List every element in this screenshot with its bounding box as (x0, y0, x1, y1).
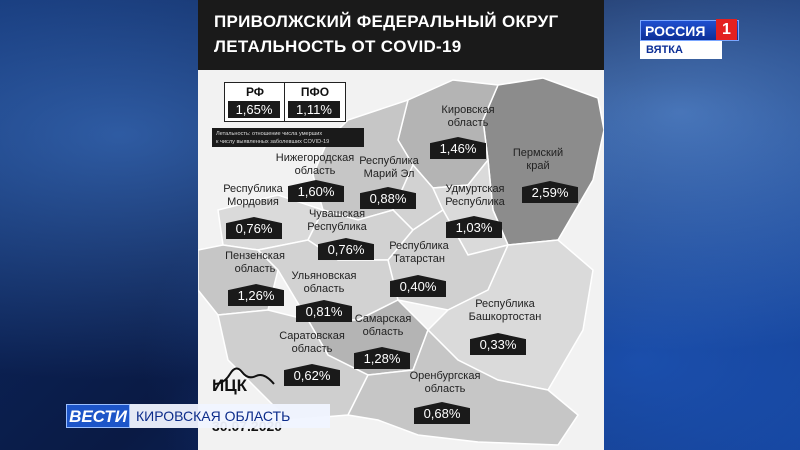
region-label: Саратовская область (279, 330, 345, 355)
infographic-header (198, 0, 604, 70)
rf-label: РФ (245, 85, 265, 99)
title-line-2: ЛЕТАЛЬНОСТЬ ОТ COVID-19 (214, 37, 462, 56)
region-label: Пермский край (512, 147, 564, 172)
region-label: Республика Башкортостан (468, 298, 542, 323)
pfo-value: 1,11% (288, 101, 340, 118)
region-label: Пензенская область (225, 250, 285, 275)
region-value-badge: 1,26% (228, 284, 284, 306)
region-label: Нижегородская область (275, 152, 355, 177)
rf-value: 1,65% (228, 101, 280, 118)
region-value-badge: 0,88% (360, 187, 416, 209)
pfo-label: ПФО (300, 85, 330, 99)
note-line-1: Летальность: отношение числа умерших (216, 131, 323, 137)
itsk-logo-text: ИЦК (212, 376, 248, 395)
region-label: Республика Мордовия (223, 183, 283, 208)
region-label: Кировская область (441, 104, 495, 129)
channel-region: ВЯТКА (640, 41, 722, 59)
region-label: Чувашская Республика (307, 208, 367, 233)
region-label: Самарская область (354, 313, 412, 338)
region-value-badge: 0,76% (226, 217, 282, 239)
region-value-badge: 0,40% (390, 275, 446, 297)
rf-stat-box: РФ 1,65% (224, 82, 286, 122)
itsk-logo-icon (213, 367, 275, 385)
itsk-logo: ИЦК (212, 362, 276, 407)
region-value-badge: 1,60% (288, 180, 344, 202)
region-label: Оренбургская область (409, 370, 481, 395)
title-line-1: ПРИВОЛЖСКИЙ ФЕДЕРАЛЬНЫЙ ОКРУГ (214, 12, 559, 31)
channel-number: 1 (716, 19, 737, 40)
channel-name: РОССИЯ (645, 23, 706, 39)
region-value-badge: 0,62% (284, 364, 340, 386)
region-label: Республика Татарстан (389, 240, 449, 265)
region-label: Республика Марий Эл (359, 155, 419, 180)
region-value-badge: 0,68% (414, 402, 470, 424)
region-value-badge: 0,76% (318, 238, 374, 260)
pfo-stat-box: ПФО 1,11% (284, 82, 346, 122)
region-value-badge: 0,33% (470, 333, 526, 355)
region-value-badge: 2,59% (522, 181, 578, 203)
region-value-badge: 1,28% (354, 347, 410, 369)
note-line-2: к числу выявленных заболевших COVID-19 (216, 139, 330, 145)
region-value-badge: 0,81% (296, 300, 352, 322)
channel-logo: РОССИЯ 1 ВЯТКА (640, 19, 739, 62)
region-orenburg (346, 328, 579, 446)
region-label: Ульяновская область (291, 270, 357, 295)
vesti-region: КИРОВСКАЯ ОБЛАСТЬ (130, 404, 330, 428)
lethality-note: Летальность: отношение числа умерших к ч… (212, 128, 364, 147)
region-value-badge: 1,46% (430, 137, 486, 159)
region-label: Удмуртская Республика (445, 183, 505, 208)
region-value-badge: 1,03% (446, 216, 502, 238)
vesti-brand: ВЕСТИ (66, 404, 130, 428)
